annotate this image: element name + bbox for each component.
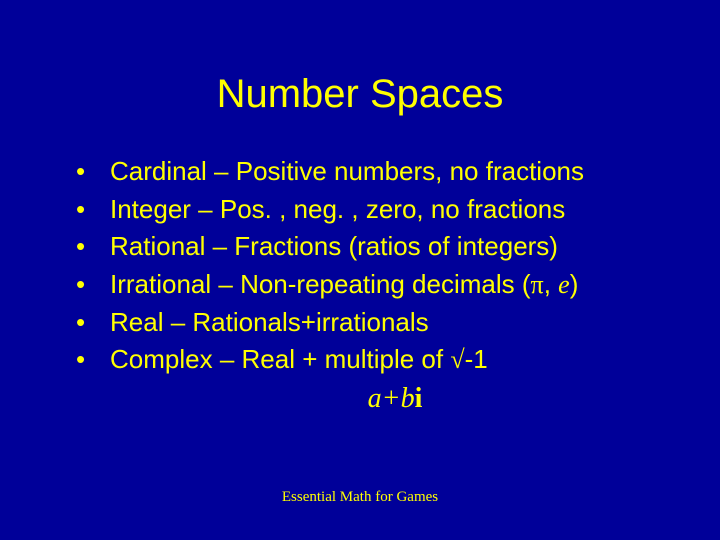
bullet-text: -1 [465,344,488,374]
sqrt-symbol: √ [450,345,464,374]
slide-content: Cardinal – Positive numbers, no fraction… [0,153,720,415]
list-item: Irrational – Non-repeating decimals (π, … [72,266,680,304]
list-item: Cardinal – Positive numbers, no fraction… [72,153,680,191]
formula-plus: + [382,383,401,414]
e-symbol: e [558,270,570,299]
list-item: Real – Rationals+irrationals [72,304,680,342]
list-item: Rational – Fractions (ratios of integers… [72,228,680,266]
slide-footer: Essential Math for Games [0,489,720,506]
formula-b: b [401,383,415,414]
bullet-list: Cardinal – Positive numbers, no fraction… [72,153,680,379]
formula-a: a [368,383,382,414]
slide-title: Number Spaces [0,0,720,153]
complex-formula: a+bi [72,383,680,415]
bullet-text: Irrational – Non-repeating decimals ( [110,269,531,299]
bullet-text: , [544,269,558,299]
bullet-text: Complex – Real + multiple of [110,344,450,374]
formula-i: i [415,383,423,414]
list-item: Integer – Pos. , neg. , zero, no fractio… [72,191,680,229]
list-item: Complex – Real + multiple of √-1 [72,341,680,379]
pi-symbol: π [531,270,544,299]
bullet-text: ) [570,269,579,299]
